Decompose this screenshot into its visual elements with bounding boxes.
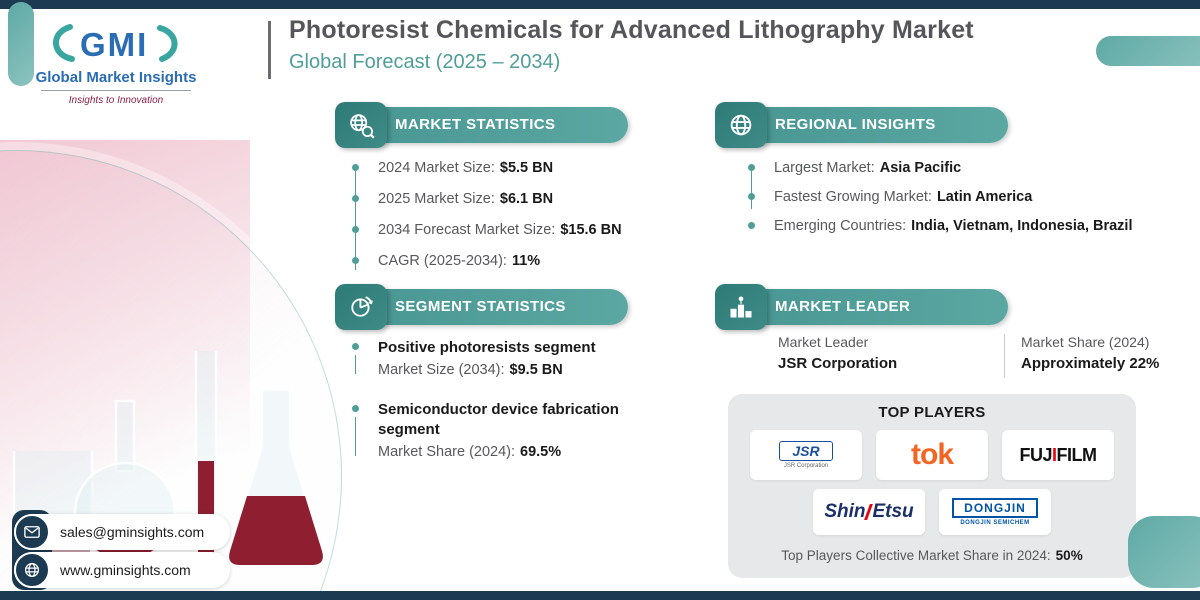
jsr-logo: JSR <box>779 441 833 461</box>
panel-title: MARKET STATISTICS <box>379 107 628 143</box>
segment-statistics-list: Positive photoresists segment Market Siz… <box>352 338 652 482</box>
bottom-border-bar <box>0 591 1200 600</box>
stat-label: 2034 Forecast Market Size: <box>378 222 556 238</box>
tok-logo: tok <box>911 438 954 471</box>
market-leader-block: Market Leader JSR Corporation <box>778 334 1004 372</box>
list-item: 2025 Market Size: $6.1 BN <box>352 189 652 209</box>
top-player-card-dongjin: DONGJIN DONGJIN SEMICHEM <box>939 489 1051 535</box>
stat-label: Emerging Countries: <box>774 218 907 234</box>
title-rule <box>268 21 271 79</box>
list-item: Emerging Countries: India, Vietnam, Indon… <box>748 216 1156 236</box>
market-statistics-header: MARKET STATISTICS <box>335 102 628 148</box>
website-pill[interactable]: www.gminsights.com <box>14 552 230 588</box>
list-item: 2034 Forecast Market Size: $15.6 BN <box>352 220 652 240</box>
footer-label: Top Players Collective Market Share in 2… <box>781 548 1051 563</box>
stat-label: Market Share (2024): <box>378 444 516 460</box>
stat-label: Largest Market: <box>774 160 875 176</box>
stat-value: 11% <box>511 253 541 269</box>
segment-heading: Semiconductor device fabrication segment <box>378 401 619 438</box>
page-subtitle: Global Forecast (2025 – 2034) <box>289 51 561 73</box>
website-text[interactable]: www.gminsights.com <box>60 562 191 578</box>
regional-insights-list: Largest Market: Asia Pacific Fastest Grow… <box>748 158 1156 245</box>
stat-label: 2025 Market Size: <box>378 191 495 207</box>
stat-label: Market Size (2034): <box>378 362 505 378</box>
title-block: Photoresist Chemicals for Advanced Litho… <box>268 16 974 79</box>
logo-divider <box>41 90 191 91</box>
panel-title: REGIONAL INSIGHTS <box>759 107 1008 143</box>
gmi-logo-mark: GMI <box>53 24 178 63</box>
email-icon <box>14 514 50 550</box>
leader-name: JSR Corporation <box>778 355 898 372</box>
segment-item: Semiconductor device fabrication segment… <box>352 400 652 460</box>
teal-deco-top-right <box>1096 36 1200 66</box>
panel-title: MARKET LEADER <box>759 289 1008 325</box>
contact-website[interactable]: www.gminsights.com <box>14 552 230 588</box>
email-text[interactable]: sales@gminsights.com <box>60 524 205 540</box>
top-player-card-shinetsu: Shin Etsu <box>813 489 925 535</box>
segment-heading: Positive photoresists segment <box>378 339 596 356</box>
market-statistics-list: 2024 Market Size: $5.5 BN 2025 Market Siz… <box>352 158 652 282</box>
market-share-block: Market Share (2024) Approximately 22% <box>1005 334 1159 372</box>
market-leader-header: MARKET LEADER <box>715 284 1008 330</box>
top-player-card-fujifilm: FUJIFILM <box>1002 430 1114 480</box>
stat-value: India, Vietnam, Indonesia, Brazil <box>911 218 1133 234</box>
stat-value: $9.5 BN <box>509 362 563 378</box>
top-players-box: TOP PLAYERS JSR JSR Corporation tok FUJI… <box>728 394 1136 578</box>
globe-search-icon <box>335 102 387 148</box>
page-title: Photoresist Chemicals for Advanced Litho… <box>289 16 974 44</box>
top-players-row-1: JSR JSR Corporation tok FUJIFILM <box>728 430 1136 480</box>
share-label: Market Share (2024) <box>1021 334 1150 350</box>
top-player-card-jsr: JSR JSR Corporation <box>750 430 862 480</box>
list-item: CAGR (2025-2034): 11% <box>352 251 652 271</box>
share-value: Approximately 22% <box>1021 355 1160 372</box>
panel-title: SEGMENT STATISTICS <box>379 289 628 325</box>
leader-label: Market Leader <box>778 334 869 350</box>
market-leader-summary: Market Leader JSR Corporation Market Sha… <box>778 334 1159 378</box>
globe-icon <box>14 552 50 588</box>
top-players-row-2: Shin Etsu DONGJIN DONGJIN SEMICHEM <box>728 489 1136 535</box>
stat-value: Latin America <box>936 189 1033 205</box>
dongjin-logo-caption: DONGJIN SEMICHEM <box>960 520 1030 526</box>
teal-deco-top-left <box>8 2 34 86</box>
podium-icon <box>715 284 767 330</box>
fujifilm-logo: FUJIFILM <box>1019 444 1097 465</box>
top-player-card-tok: tok <box>876 430 988 480</box>
top-players-footer: Top Players Collective Market Share in 2… <box>728 548 1136 563</box>
vertical-divider <box>1004 334 1005 378</box>
teal-deco-bottom-right <box>1128 516 1200 588</box>
gmi-acronym: GMI <box>80 26 148 63</box>
stat-value: Asia Pacific <box>879 160 962 176</box>
stat-label: Fastest Growing Market: <box>774 189 932 205</box>
regional-insights-header: REGIONAL INSIGHTS <box>715 102 1008 148</box>
list-item: 2024 Market Size: $5.5 BN <box>352 158 652 178</box>
stat-value: $15.6 BN <box>560 222 622 238</box>
list-item: Largest Market: Asia Pacific <box>748 158 1156 178</box>
segment-item: Positive photoresists segment Market Siz… <box>352 338 652 378</box>
stat-value: 69.5% <box>520 444 562 460</box>
dongjin-logo: DONGJIN <box>952 498 1038 518</box>
stat-label: CAGR (2025-2034): <box>378 253 507 269</box>
list-item: Fastest Growing Market: Latin America <box>748 187 1156 207</box>
top-border-bar <box>0 0 1200 9</box>
contact-email[interactable]: sales@gminsights.com <box>14 514 230 550</box>
stat-label: 2024 Market Size: <box>378 160 495 176</box>
jsr-logo-caption: JSR Corporation <box>783 463 829 469</box>
segment-statistics-header: SEGMENT STATISTICS <box>335 284 628 330</box>
email-pill[interactable]: sales@gminsights.com <box>14 514 230 550</box>
globe-icon <box>715 102 767 148</box>
pie-chart-icon <box>335 284 387 330</box>
stat-value: $6.1 BN <box>499 191 554 207</box>
gmi-logo: GMI Global Market Insights Insights to I… <box>26 20 206 106</box>
company-name: Global Market Insights <box>35 69 197 86</box>
stat-value: $5.5 BN <box>499 160 554 176</box>
shinetsu-logo: Shin Etsu <box>824 501 914 522</box>
company-tagline: Insights to Innovation <box>68 95 164 106</box>
footer-value: 50% <box>1055 548 1083 563</box>
top-players-title: TOP PLAYERS <box>878 404 986 421</box>
